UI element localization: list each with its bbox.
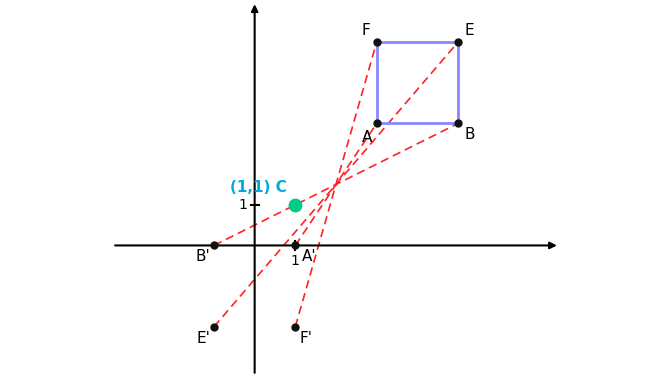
Text: (1,1) C: (1,1) C	[230, 179, 287, 195]
Text: B': B'	[195, 249, 210, 264]
Text: 1: 1	[291, 254, 300, 268]
Text: F: F	[362, 23, 370, 38]
Text: E': E'	[196, 331, 210, 346]
Text: A: A	[362, 130, 372, 144]
Text: B: B	[464, 127, 474, 143]
Text: A': A'	[302, 249, 316, 264]
Text: F': F'	[300, 331, 312, 346]
Text: 1: 1	[239, 198, 247, 212]
Text: E: E	[464, 23, 474, 38]
